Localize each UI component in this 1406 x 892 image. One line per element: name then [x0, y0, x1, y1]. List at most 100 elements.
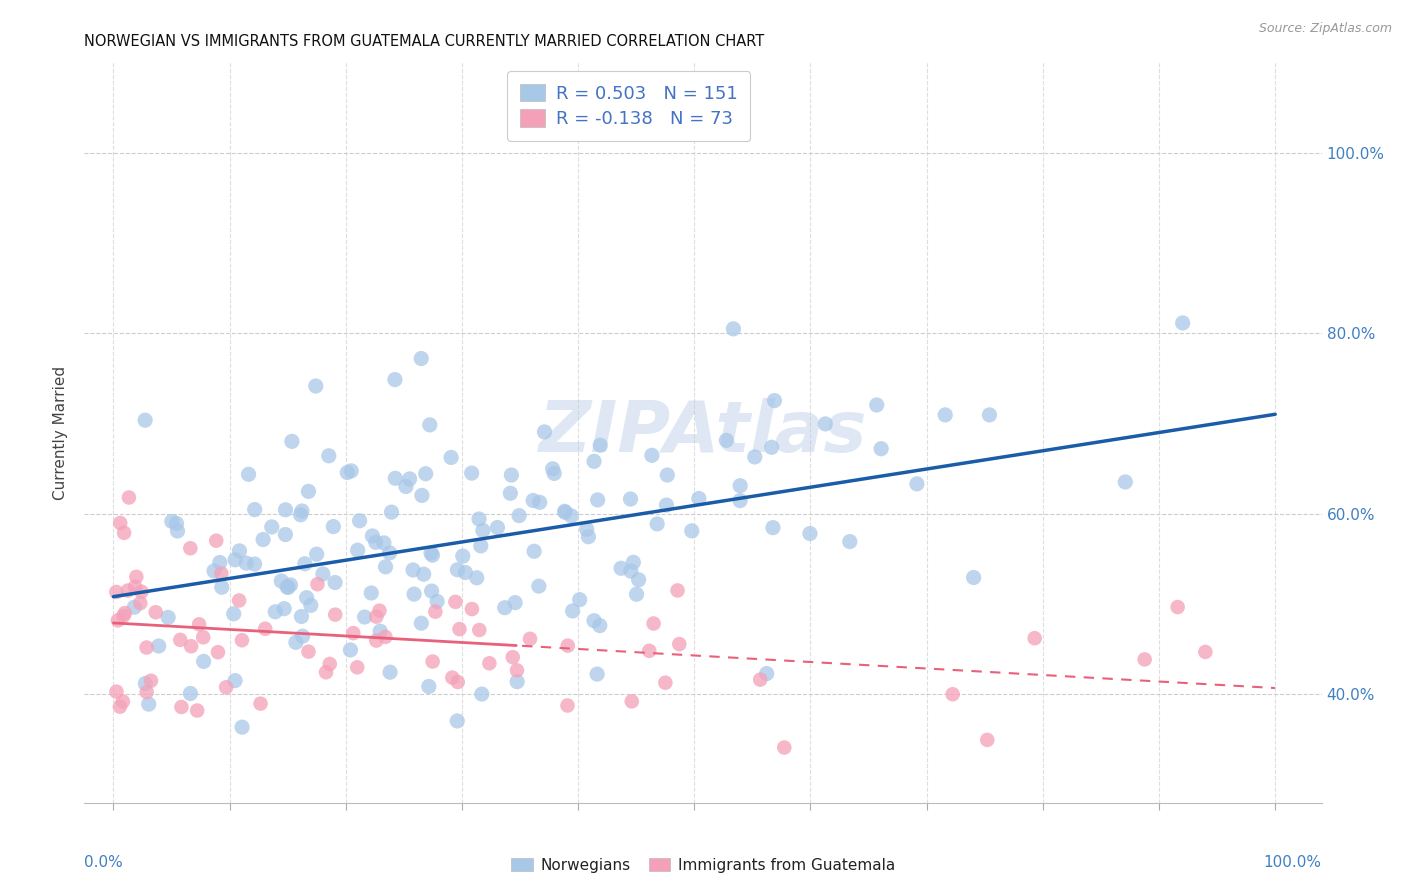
Point: [645, 516, 668, 531]
Point: [193, 630, 215, 644]
Point: [108, 699, 131, 714]
Point: [243, 557, 266, 571]
Point: [441, 671, 464, 685]
Point: [110, 516, 132, 530]
Point: [368, 624, 391, 639]
Point: [589, 438, 612, 452]
Point: [1171, 316, 1194, 330]
Point: [641, 448, 664, 462]
Point: [627, 573, 650, 587]
Point: [486, 520, 509, 534]
Point: [208, 556, 231, 570]
Point: [112, 525, 135, 540]
Point: [657, 468, 679, 483]
Point: [273, 601, 295, 615]
Point: [260, 520, 283, 534]
Point: [105, 684, 128, 698]
Point: [447, 675, 470, 690]
Point: [402, 563, 425, 577]
Point: [277, 581, 299, 595]
Point: [231, 720, 253, 734]
Point: [307, 577, 329, 591]
Point: [557, 639, 579, 653]
Point: [426, 594, 449, 608]
Point: [543, 467, 565, 481]
Point: [749, 673, 772, 687]
Point: [610, 561, 633, 575]
Point: [395, 479, 418, 493]
Point: [346, 660, 368, 674]
Point: [576, 530, 599, 544]
Point: [422, 548, 444, 562]
Point: [114, 606, 136, 620]
Point: [681, 524, 703, 538]
Point: [284, 635, 307, 649]
Point: [374, 630, 396, 644]
Point: [446, 714, 468, 728]
Point: [380, 505, 402, 519]
Point: [166, 516, 188, 531]
Point: [425, 605, 447, 619]
Point: [522, 493, 544, 508]
Point: [420, 546, 443, 560]
Text: Source: ZipAtlas.com: Source: ZipAtlas.com: [1258, 22, 1392, 36]
Point: [506, 664, 529, 678]
Point: [378, 546, 401, 560]
Point: [506, 674, 529, 689]
Point: [368, 604, 391, 618]
Point: [934, 408, 956, 422]
Point: [412, 567, 434, 582]
Point: [202, 564, 225, 578]
Point: [364, 535, 387, 549]
Point: [209, 566, 232, 581]
Point: [235, 556, 257, 570]
Point: [586, 492, 609, 507]
Point: [305, 547, 328, 561]
Point: [554, 505, 576, 519]
Point: [124, 600, 146, 615]
Point: [942, 687, 965, 701]
Point: [353, 610, 375, 624]
Point: [468, 623, 491, 637]
Point: [290, 508, 312, 522]
Point: [312, 566, 335, 581]
Point: [655, 498, 678, 512]
Point: [340, 464, 363, 478]
Point: [305, 379, 328, 393]
Point: [361, 529, 384, 543]
Point: [541, 462, 564, 476]
Point: [468, 512, 491, 526]
Point: [373, 536, 395, 550]
Point: [125, 570, 148, 584]
Point: [105, 585, 128, 599]
Point: [134, 676, 156, 690]
Point: [620, 694, 643, 708]
Text: 100.0%: 100.0%: [1264, 855, 1322, 870]
Point: [315, 665, 337, 680]
Point: [589, 618, 612, 632]
Point: [402, 587, 425, 601]
Point: [299, 599, 322, 613]
Point: [342, 626, 364, 640]
Point: [716, 434, 738, 448]
Point: [728, 479, 751, 493]
Point: [411, 488, 433, 502]
Point: [280, 578, 302, 592]
Point: [560, 508, 582, 523]
Point: [264, 605, 287, 619]
Point: [418, 680, 440, 694]
Point: [460, 466, 482, 480]
Point: [179, 686, 201, 700]
Point: [762, 521, 785, 535]
Point: [499, 486, 522, 500]
Point: [276, 580, 298, 594]
Point: [494, 600, 516, 615]
Point: [360, 586, 382, 600]
Point: [638, 644, 661, 658]
Point: [291, 629, 314, 643]
Point: [215, 680, 238, 694]
Point: [626, 587, 648, 601]
Point: [723, 322, 745, 336]
Point: [568, 592, 591, 607]
Point: [621, 555, 644, 569]
